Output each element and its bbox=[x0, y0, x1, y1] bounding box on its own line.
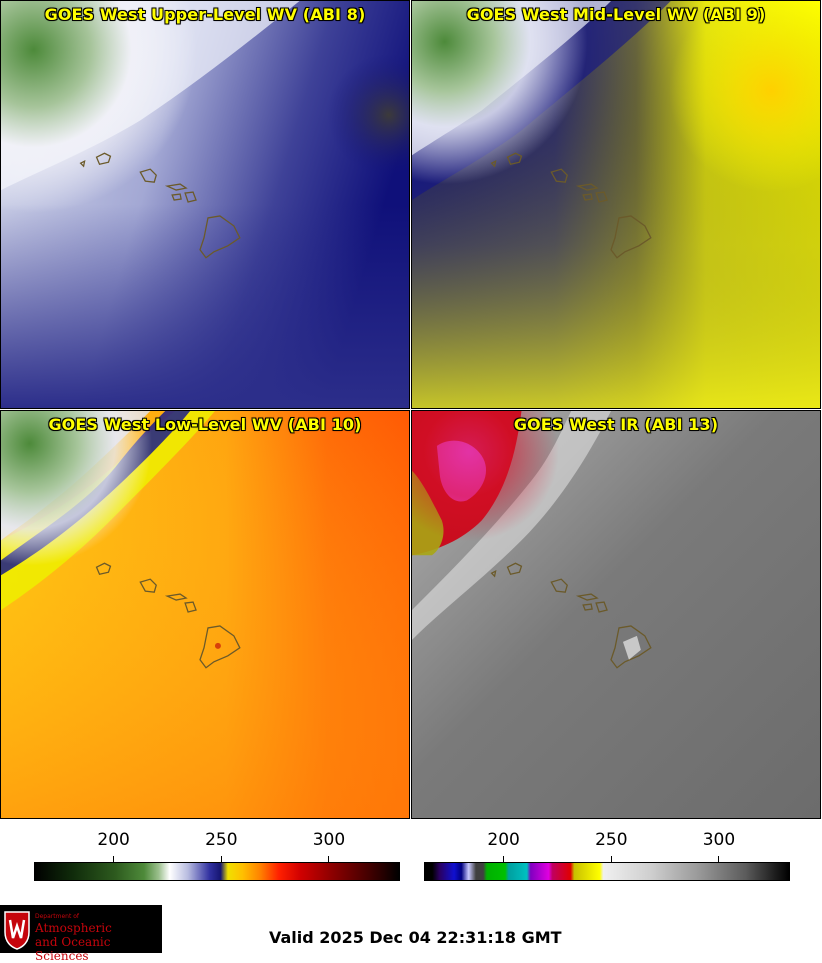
panel-title: GOES West Mid-Level WV (ABI 9) bbox=[466, 5, 766, 24]
wv-tick-mark bbox=[113, 856, 115, 862]
panel-title: GOES West IR (ABI 13) bbox=[513, 415, 719, 434]
aos-logo: Department of Atmospheric and Oceanic Sc… bbox=[0, 905, 162, 963]
logo-dept-text: Department of bbox=[35, 913, 79, 920]
wv-tick-mark bbox=[220, 856, 222, 862]
ir-image bbox=[412, 411, 820, 818]
wv-tick-label: 200 bbox=[97, 830, 130, 850]
ir-tick-mark bbox=[503, 856, 505, 862]
panel-title: GOES West Upper-Level WV (ABI 8) bbox=[44, 5, 366, 24]
panel-title: GOES West Low-Level WV (ABI 10) bbox=[48, 415, 362, 434]
wv-tick-label: 250 bbox=[205, 830, 238, 850]
upper-level-wv-image bbox=[1, 1, 409, 408]
low-level-wv-panel: GOES West Low-Level WV (ABI 10) bbox=[0, 410, 410, 819]
logo-line2: and Oceanic Sciences bbox=[35, 935, 111, 963]
wv-tick-mark bbox=[328, 856, 330, 862]
ir-tick-mark bbox=[610, 856, 612, 862]
ir-colorbar-gradient bbox=[424, 862, 790, 881]
wv-tick-label: 300 bbox=[312, 830, 346, 850]
uw-crest-icon bbox=[4, 911, 30, 950]
mid-level-wv-image bbox=[412, 1, 820, 408]
low-level-wv-image bbox=[1, 411, 409, 818]
ir-tick-label: 300 bbox=[702, 830, 736, 850]
ir-tick-mark bbox=[718, 856, 720, 862]
wv-colorbar: 200 250 300 bbox=[34, 828, 400, 884]
mid-level-wv-panel: GOES West Mid-Level WV (ABI 9) bbox=[411, 0, 821, 409]
ir-tick-label: 250 bbox=[595, 830, 628, 850]
wv-colorbar-gradient bbox=[34, 862, 400, 881]
upper-level-wv-panel: GOES West Upper-Level WV (ABI 8) bbox=[0, 0, 410, 409]
valid-time-label: Valid 2025 Dec 04 22:31:18 GMT bbox=[269, 928, 562, 947]
logo-line1: Atmospheric bbox=[35, 921, 112, 935]
ir-tick-label: 200 bbox=[487, 830, 520, 850]
ir-panel: GOES West IR (ABI 13) bbox=[411, 410, 821, 819]
ir-colorbar: 200 250 300 bbox=[424, 828, 790, 884]
